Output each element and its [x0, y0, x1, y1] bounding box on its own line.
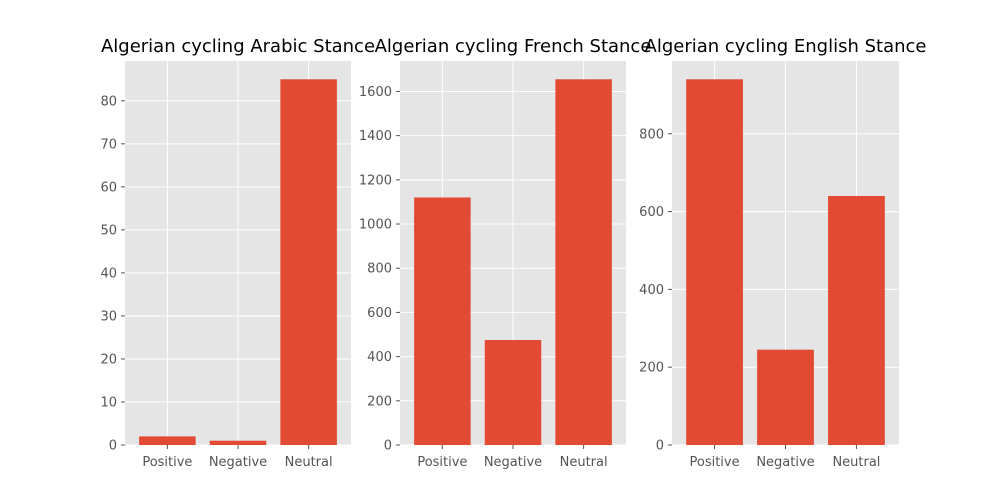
y-tick-label: 200 — [639, 361, 664, 376]
x-tick-label: Positive — [142, 455, 192, 470]
y-tick-label: 20 — [100, 352, 117, 367]
chart-panel-2: 0 200 400 600 800 Positive Negative Neutral — [639, 61, 899, 470]
y-tick-label: 0 — [656, 439, 664, 454]
bar-negative — [209, 440, 267, 445]
x-tick-label: Negative — [209, 455, 267, 470]
y-tick-label: 10 — [100, 395, 117, 410]
chart-panel-1: 0 200 400 600 800 1000 1200 1400 1600 Positive Neg… — [359, 61, 626, 470]
y-tick-label: 600 — [367, 306, 392, 321]
x-tick-label: Positive — [417, 455, 467, 470]
y-tick-label: 1200 — [359, 173, 392, 188]
y-tick-label: 0 — [109, 439, 117, 454]
y-tick-label: 1000 — [359, 218, 392, 233]
bar-positive — [414, 197, 471, 445]
x-tick-label: Neutral — [832, 455, 880, 470]
y-tick-label: 50 — [100, 223, 117, 238]
bar-neutral — [828, 196, 885, 445]
y-tick-label: 800 — [367, 262, 392, 277]
y-tick-label: 1600 — [359, 85, 392, 100]
y-tick-label: 800 — [639, 127, 664, 142]
bar-neutral — [280, 79, 337, 446]
chart-title: Algerian cycling French Stance — [375, 36, 652, 57]
bar-positive — [139, 436, 196, 445]
y-tick-label: 70 — [100, 137, 117, 152]
chart-title: Algerian cycling English Stance — [645, 36, 927, 57]
x-tick-label: Negative — [484, 455, 542, 470]
x-tick-label: Negative — [756, 455, 814, 470]
bar-negative — [484, 340, 542, 445]
y-tick-label: 1400 — [359, 129, 392, 144]
y-tick-label: 30 — [100, 309, 117, 324]
y-tick-label: 200 — [367, 394, 392, 409]
x-tick-label: Positive — [690, 455, 740, 470]
y-tick-label: 60 — [100, 180, 117, 195]
chart-title: Algerian cycling Arabic Stance — [101, 36, 375, 57]
y-tick-label: 80 — [100, 94, 117, 109]
y-tick-label: 400 — [367, 350, 392, 365]
x-tick-label: Neutral — [285, 455, 333, 470]
x-tick-label: Neutral — [560, 455, 608, 470]
y-tick-label: 400 — [639, 283, 664, 298]
bar-positive — [686, 79, 743, 446]
bar-neutral — [555, 79, 612, 446]
y-tick-label: 600 — [639, 205, 664, 220]
y-tick-label: 40 — [100, 266, 117, 281]
bar-negative — [757, 349, 814, 445]
y-tick-label: 0 — [384, 439, 392, 454]
chart-panel-0: 0 10 20 30 40 50 60 70 80 Positive Negative Neutral — [100, 61, 351, 470]
